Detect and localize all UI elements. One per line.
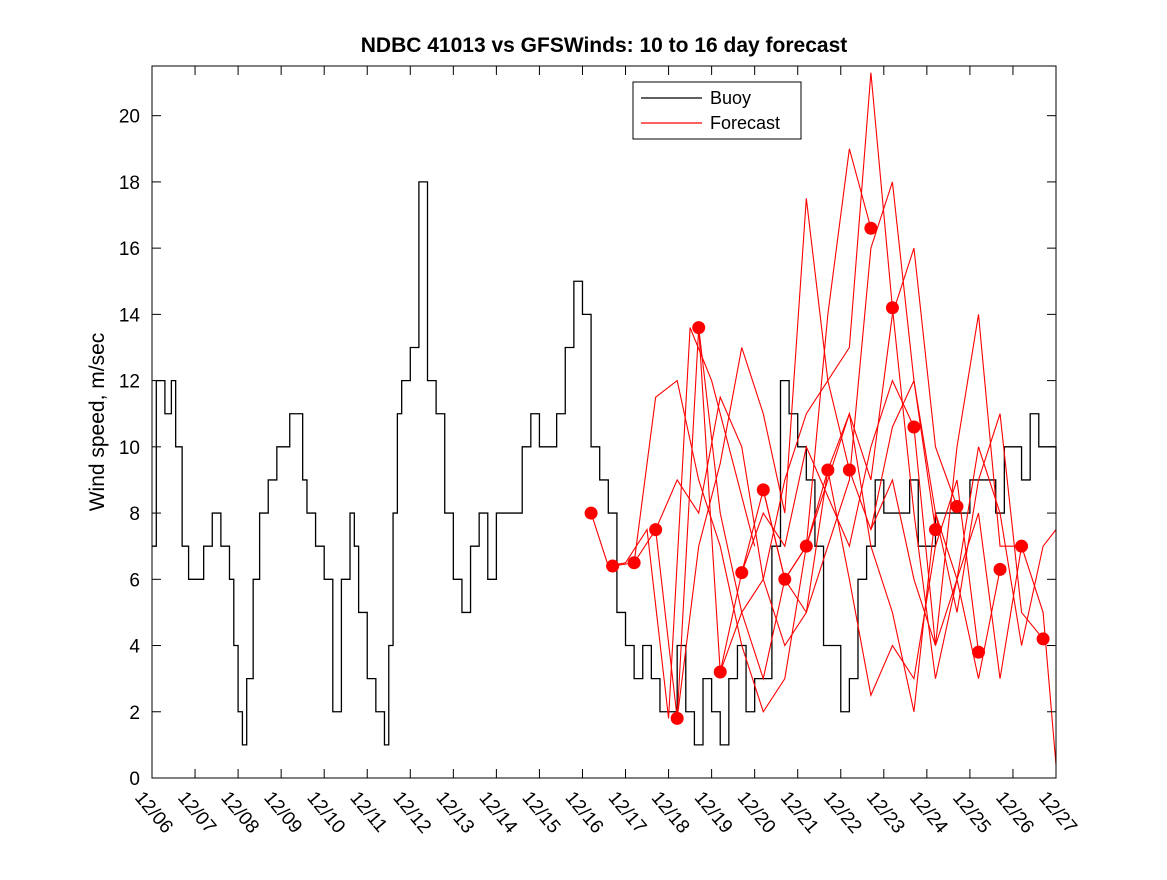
forecast-marker bbox=[993, 562, 1007, 576]
y-tick-label: 14 bbox=[119, 305, 141, 326]
y-tick-label: 4 bbox=[129, 637, 140, 658]
forecast-marker bbox=[1015, 539, 1029, 553]
forecast-marker bbox=[864, 221, 878, 235]
forecast-series-line-9 bbox=[762, 181, 937, 614]
legend-forecast-label: Forecast bbox=[710, 113, 780, 133]
forecast-marker bbox=[606, 559, 620, 573]
forecast-marker bbox=[928, 523, 942, 537]
y-tick-label: 20 bbox=[119, 107, 140, 128]
y-tick-label: 8 bbox=[129, 504, 140, 525]
chart-title: NDBC 41013 vs GFSWinds: 10 to 16 day for… bbox=[361, 34, 848, 57]
axes-frame bbox=[151, 65, 1057, 779]
forecast-marker bbox=[756, 483, 770, 497]
buoy-series-line bbox=[152, 181, 1057, 746]
forecast-marker bbox=[584, 506, 598, 520]
y-axis-label: Wind speed, m/sec bbox=[86, 333, 109, 512]
forecast-series-line-8 bbox=[741, 379, 915, 573]
y-tick-label: 12 bbox=[119, 372, 140, 393]
forecast-marker bbox=[1036, 632, 1050, 646]
forecast-series-line-4 bbox=[655, 395, 829, 647]
legend-box bbox=[632, 81, 802, 140]
forecast-marker bbox=[778, 572, 792, 586]
forecast-marker bbox=[907, 420, 921, 434]
forecast-marker bbox=[649, 523, 663, 537]
series-layer bbox=[152, 72, 1057, 765]
forecast-marker bbox=[735, 566, 749, 580]
forecast-marker bbox=[692, 321, 706, 335]
forecast-series-line-5 bbox=[676, 198, 850, 719]
y-tick-label: 18 bbox=[119, 173, 140, 194]
forecast-marker bbox=[950, 499, 964, 513]
legend-buoy-label: Buoy bbox=[710, 88, 751, 108]
forecast-marker bbox=[842, 463, 856, 477]
y-tick-label: 0 bbox=[129, 769, 140, 790]
y-tick-label: 16 bbox=[119, 239, 140, 260]
forecast-series-line-3 bbox=[633, 379, 807, 714]
legend: Buoy Forecast bbox=[632, 81, 802, 140]
forecast-marker bbox=[627, 556, 641, 570]
forecast-series-line-7 bbox=[719, 72, 893, 673]
forecast-series-line-12 bbox=[827, 411, 1001, 712]
forecast-series-line-11 bbox=[805, 469, 980, 698]
forecast-marker bbox=[670, 711, 684, 725]
forecast-series-line-14 bbox=[870, 378, 1044, 640]
y-tick-label: 10 bbox=[119, 438, 140, 459]
forecast-marker bbox=[972, 645, 986, 659]
y-tick-label: 2 bbox=[129, 703, 140, 724]
forecast-marker bbox=[713, 665, 727, 679]
forecast-marker bbox=[799, 539, 813, 553]
forecast-marker bbox=[885, 301, 899, 315]
forecast-series-line-16 bbox=[913, 426, 1057, 765]
forecast-series-line-10 bbox=[784, 247, 958, 580]
forecast-marker bbox=[821, 463, 835, 477]
forecast-series-line-15 bbox=[891, 307, 1057, 679]
y-tick-label: 6 bbox=[129, 570, 140, 591]
